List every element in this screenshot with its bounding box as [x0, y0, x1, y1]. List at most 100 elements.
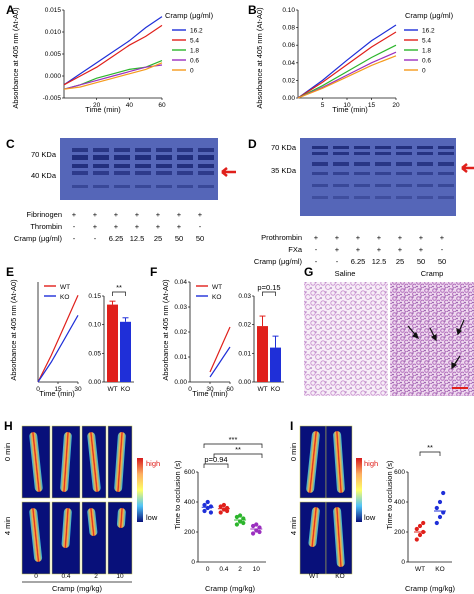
panel-b-legend-title: Cramp (μg/ml): [405, 11, 454, 20]
gel-band: [375, 172, 391, 175]
panel-i-row-label-0: 0 min: [289, 443, 298, 461]
e-bar-cat: KO: [121, 386, 130, 393]
row-cell: +: [135, 222, 140, 231]
row-cell: +: [114, 210, 119, 219]
e-sig-bracket: [112, 291, 126, 296]
panel-h-col-2: 2: [94, 573, 98, 580]
gel-band: [312, 162, 328, 166]
h-sig: p=0.94: [204, 455, 227, 464]
e-sig: **: [116, 283, 122, 292]
row-cell: +: [314, 233, 319, 242]
f-ytick-label: 0.02: [174, 329, 187, 336]
gel-band: [114, 185, 130, 188]
row-cell: +: [398, 245, 403, 254]
row-name: FXa: [288, 245, 303, 254]
gel-d-table: Prothrombin + + + + + + + FXa - + + + + + - Cramp (μg/ml…: [254, 233, 446, 266]
histology-cramp-image: [390, 282, 474, 396]
i-point: [437, 514, 443, 520]
panel-i-col-1: KO: [335, 573, 344, 580]
row-cell: +: [156, 210, 161, 219]
vessel-signal: [60, 432, 72, 492]
f-bar-cat: KO: [271, 386, 280, 393]
row-name: Prothrombin: [261, 233, 302, 242]
panel-h-colorbar: [137, 458, 143, 522]
i-point: [414, 537, 419, 542]
e-bar-cat: WT: [107, 386, 117, 393]
e-legend-label: KO: [60, 294, 69, 301]
gel-d: [300, 138, 456, 216]
vessel-signal: [87, 432, 101, 492]
i-sig: **: [427, 443, 433, 452]
panel-h-ylabel-wrap: Time to occlusion (s): [173, 460, 182, 529]
a-ytick-label: -0.005: [43, 95, 62, 102]
panel-f-yaxis-label: Absorbance at 405 nm (At-A0): [161, 279, 170, 381]
legend-label: 1.8: [190, 48, 199, 55]
row-cell: +: [335, 245, 340, 254]
arrowhead-icon: [430, 334, 437, 342]
a-xtick-label: 40: [126, 102, 134, 109]
panel-h-images: [21, 425, 133, 575]
gel-band: [177, 171, 193, 175]
panel-h-col-1: 0.4: [61, 573, 70, 580]
f-bar-ytick-label: 0.03: [238, 293, 251, 300]
gel-band: [177, 155, 193, 160]
h-ytick-label: 0: [191, 559, 195, 566]
row-cell: 50: [417, 257, 425, 266]
gel-band: [333, 162, 349, 166]
vessel-signal: [29, 508, 43, 562]
gel-band: [93, 155, 109, 160]
panel-b-legend: 16.2 5.4 1.8 0.6 0: [404, 28, 435, 75]
gel-band: [354, 152, 370, 155]
b-ytick-label: 0.08: [282, 25, 295, 32]
row-cell-extra: 50: [196, 234, 204, 243]
f-series-1: [209, 346, 231, 378]
gel-c-mw-40: 40 KDa: [31, 171, 57, 180]
panel-a: A Absorbance at 405 nm (At-A0) 0.0150.01…: [6, 3, 214, 114]
panel-i-scale-high: high: [364, 459, 378, 468]
e-bar-KO: [120, 321, 131, 382]
row-cell: -: [73, 234, 76, 243]
gel-band: [93, 185, 109, 188]
panel-label-d: D: [248, 137, 257, 151]
arrowhead-icon: [451, 362, 458, 370]
row-cell: 50: [175, 234, 183, 243]
gel-band: [156, 148, 172, 152]
i-point: [417, 523, 423, 529]
b-series-3: [297, 51, 397, 99]
legend-label: 0: [422, 68, 426, 75]
f-ytick-label: 0.03: [174, 304, 187, 311]
gel-c-mw-70: 70 KDa: [31, 150, 57, 159]
legend-label: 1.8: [422, 48, 431, 55]
b-xtick-label: 20: [392, 102, 400, 109]
gel-d-mw-70: 70 KDa: [271, 143, 297, 152]
panel-label-b: B: [248, 3, 257, 17]
gel-band: [417, 162, 433, 166]
gel-band: [375, 146, 391, 149]
panel-a-ylabel: Absorbance at 405 nm (At-A0): [11, 7, 20, 109]
panel-g: G Saline Cramp: [304, 265, 474, 396]
f-xtick-label: 0: [188, 386, 192, 393]
b-ytick-label: 0.00: [282, 95, 295, 102]
i-ytick-label: 0: [401, 559, 405, 566]
gel-c: [60, 138, 218, 200]
gel-band: [333, 172, 349, 175]
gel-band: [93, 148, 109, 152]
e-series-1: [37, 315, 79, 383]
panel-f-ylabel: Absorbance at 405 nm (At-A0): [161, 279, 170, 381]
gel-band: [375, 152, 391, 155]
row-cell: +: [356, 245, 361, 254]
f-bar-WT: [257, 326, 268, 382]
i-point: [437, 499, 443, 505]
f-ytick-label: 0.04: [174, 279, 187, 286]
e-bar-ytick-label: 0.15: [88, 293, 101, 300]
h-point: [218, 510, 223, 515]
row-cell-extra: -: [441, 245, 444, 254]
panel-a-plot: 0.015 0.010 0.005 0.000 -0.005 20 40 60: [43, 7, 166, 109]
h-point: [202, 502, 207, 508]
e-xtick-label: 30: [74, 386, 82, 393]
h-xtick-label: 0.4: [219, 566, 228, 573]
panel-e-xlabel: Time (min): [39, 389, 75, 398]
panel-f-xlabel: Time (min): [192, 389, 228, 398]
panel-a-legend-title: Cramp (μg/ml): [165, 11, 214, 20]
gel-band: [93, 164, 109, 168]
